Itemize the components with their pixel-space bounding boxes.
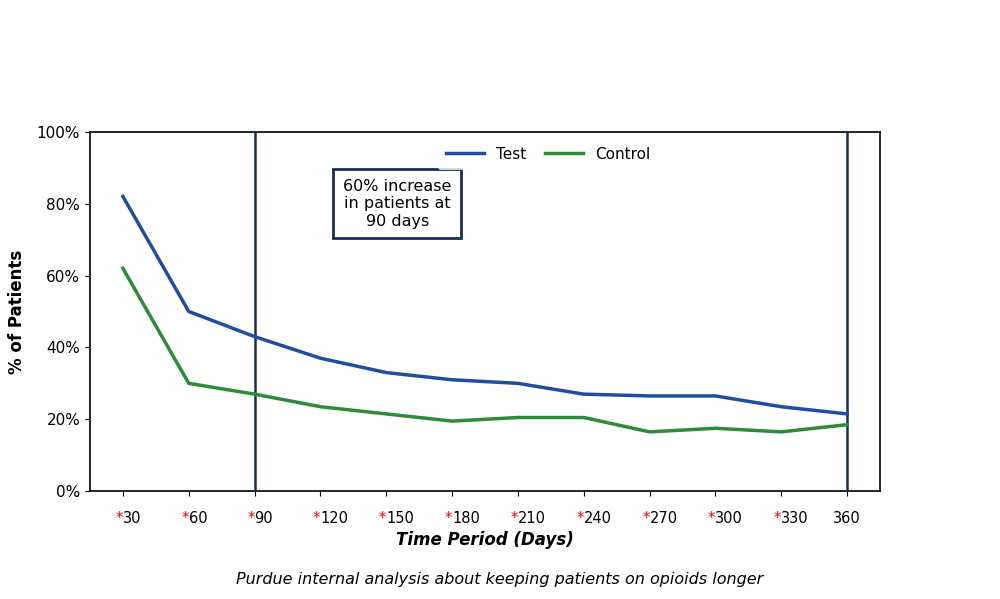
Control bbox=[380, 410, 392, 418]
Text: 120: 120 bbox=[320, 511, 348, 526]
Text: 330: 330 bbox=[781, 511, 809, 526]
Test bbox=[314, 355, 326, 362]
X-axis label: Time Period (Days): Time Period (Days) bbox=[396, 531, 574, 549]
Test bbox=[446, 376, 458, 383]
Text: 60% increase
in patients at
90 days: 60% increase in patients at 90 days bbox=[343, 179, 451, 229]
Text: *: * bbox=[774, 511, 781, 526]
Text: 90: 90 bbox=[255, 511, 273, 526]
Text: 150: 150 bbox=[386, 511, 414, 526]
Test bbox=[249, 333, 261, 340]
Text: *: * bbox=[313, 511, 320, 526]
Control bbox=[446, 418, 458, 425]
Test bbox=[380, 369, 392, 376]
Line: Control: Control bbox=[123, 268, 847, 432]
Control bbox=[117, 265, 129, 272]
Test bbox=[578, 391, 590, 398]
Text: 360: 360 bbox=[833, 511, 861, 526]
Text: 210: 210 bbox=[518, 511, 546, 526]
Control bbox=[709, 425, 721, 432]
Text: *: * bbox=[445, 511, 452, 526]
Text: *: * bbox=[708, 511, 715, 526]
Control bbox=[644, 428, 656, 435]
Control bbox=[512, 414, 524, 421]
Test bbox=[775, 403, 787, 410]
Test bbox=[841, 410, 853, 418]
Text: *: * bbox=[642, 511, 650, 526]
Text: *: * bbox=[576, 511, 584, 526]
Text: 300: 300 bbox=[715, 511, 743, 526]
Text: Purdue internal analysis about keeping patients on opioids longer: Purdue internal analysis about keeping p… bbox=[236, 572, 764, 587]
Text: *: * bbox=[247, 511, 255, 526]
Control bbox=[249, 391, 261, 398]
Test bbox=[512, 380, 524, 387]
Control bbox=[183, 380, 195, 387]
Text: 240: 240 bbox=[584, 511, 612, 526]
Text: 60: 60 bbox=[189, 511, 207, 526]
Test bbox=[117, 193, 129, 200]
Control bbox=[314, 403, 326, 410]
Text: *: * bbox=[379, 511, 386, 526]
Text: *: * bbox=[511, 511, 518, 526]
Text: 180: 180 bbox=[452, 511, 480, 526]
Control bbox=[578, 414, 590, 421]
Test bbox=[183, 308, 195, 315]
Text: *: * bbox=[181, 511, 189, 526]
Text: *: * bbox=[116, 511, 123, 526]
Text: 270: 270 bbox=[650, 511, 678, 526]
Legend: Test, Control: Test, Control bbox=[438, 140, 658, 170]
Text: 30: 30 bbox=[123, 511, 141, 526]
Control bbox=[775, 428, 787, 435]
Control bbox=[841, 421, 853, 428]
Test bbox=[644, 392, 656, 400]
Line: Test: Test bbox=[123, 196, 847, 414]
Test bbox=[709, 392, 721, 400]
Y-axis label: % of Patients: % of Patients bbox=[8, 249, 26, 374]
